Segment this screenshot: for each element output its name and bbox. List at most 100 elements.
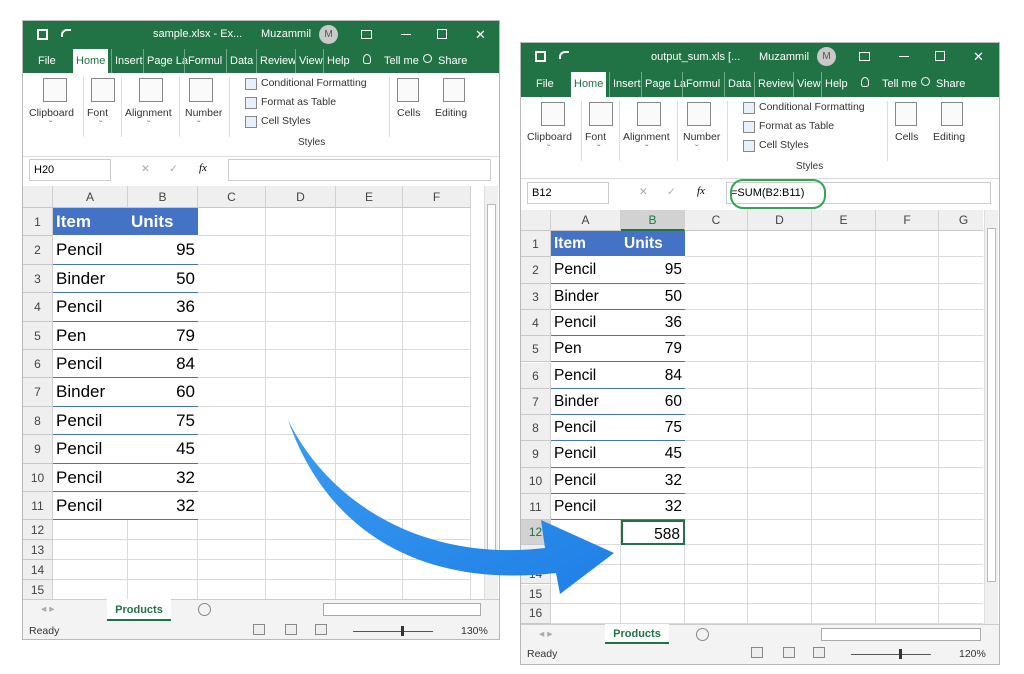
- cell[interactable]: [336, 236, 403, 265]
- cell[interactable]: Pencil: [551, 415, 621, 442]
- column-header[interactable]: A: [53, 186, 128, 208]
- cell[interactable]: [336, 293, 403, 322]
- cell[interactable]: [876, 545, 939, 565]
- ribbon-tab[interactable]: Home: [73, 49, 109, 73]
- cell[interactable]: [876, 564, 939, 585]
- cell[interactable]: [685, 441, 748, 468]
- row-header[interactable]: 10: [23, 463, 53, 492]
- cell[interactable]: [198, 350, 266, 379]
- cell[interactable]: 588: [621, 520, 685, 546]
- cell[interactable]: [876, 441, 939, 468]
- row-header[interactable]: 14: [23, 560, 53, 581]
- cell[interactable]: [876, 257, 939, 284]
- ribbon-tab[interactable]: Review: [256, 49, 299, 73]
- cell[interactable]: [266, 463, 336, 492]
- cell[interactable]: 32: [128, 464, 198, 492]
- ribbon-tab[interactable]: Share: [936, 78, 966, 90]
- ribbon-group-label[interactable]: Clipboard: [29, 107, 74, 119]
- cell[interactable]: 45: [128, 435, 198, 464]
- cell[interactable]: [551, 604, 621, 624]
- cell[interactable]: [685, 494, 748, 521]
- row-header[interactable]: 5: [23, 321, 53, 350]
- cell[interactable]: [198, 378, 266, 407]
- cell[interactable]: [198, 264, 266, 294]
- cell[interactable]: [266, 350, 336, 379]
- cell[interactable]: [336, 435, 403, 464]
- ribbon-tab[interactable]: Page La: [641, 72, 689, 97]
- cell[interactable]: [403, 236, 471, 265]
- cell[interactable]: [685, 362, 748, 389]
- row-header[interactable]: 11: [521, 494, 551, 521]
- column-header[interactable]: F: [403, 186, 471, 208]
- cell[interactable]: [403, 520, 471, 541]
- row-header[interactable]: 3: [23, 264, 53, 294]
- cell[interactable]: [939, 231, 983, 258]
- cell[interactable]: 95: [621, 257, 685, 284]
- ribbon-display-button[interactable]: [361, 30, 372, 39]
- cell[interactable]: [128, 560, 198, 581]
- cell[interactable]: Pencil: [53, 464, 128, 492]
- cell[interactable]: 79: [128, 322, 198, 350]
- row-header[interactable]: 15: [521, 584, 551, 605]
- cell[interactable]: [876, 520, 939, 546]
- row-header[interactable]: 1: [521, 231, 551, 258]
- cell[interactable]: Pen: [551, 336, 621, 363]
- cell[interactable]: [198, 520, 266, 541]
- row-header[interactable]: 8: [23, 406, 53, 436]
- row-header[interactable]: 13: [521, 545, 551, 565]
- cell[interactable]: [876, 362, 939, 389]
- cell[interactable]: [403, 293, 471, 322]
- ribbon-group-label[interactable]: Clipboard: [527, 131, 572, 143]
- cell[interactable]: [748, 604, 812, 624]
- cell[interactable]: 79: [621, 336, 685, 363]
- view-button[interactable]: [751, 647, 763, 658]
- cell[interactable]: Pencil: [551, 441, 621, 468]
- name-box[interactable]: H20: [29, 159, 111, 181]
- cell[interactable]: Pencil: [53, 350, 128, 379]
- formula-input[interactable]: [228, 159, 491, 181]
- cell[interactable]: [336, 520, 403, 541]
- cell[interactable]: [336, 208, 403, 237]
- cell[interactable]: [621, 564, 685, 585]
- view-button[interactable]: [285, 624, 297, 635]
- horizontal-scrollbar[interactable]: [323, 603, 481, 616]
- cell[interactable]: [748, 467, 812, 494]
- ribbon-group-label[interactable]: Font: [585, 131, 607, 143]
- cell[interactable]: [198, 293, 266, 322]
- row-header[interactable]: 4: [23, 293, 53, 322]
- cell[interactable]: [266, 435, 336, 464]
- cell[interactable]: [939, 336, 983, 363]
- row-header[interactable]: 2: [521, 257, 551, 284]
- cell[interactable]: [876, 584, 939, 605]
- cell[interactable]: 50: [128, 265, 198, 294]
- ribbon-tab[interactable]: Help: [323, 49, 353, 73]
- row-header[interactable]: 4: [521, 309, 551, 337]
- cell[interactable]: [748, 520, 812, 546]
- cell[interactable]: 84: [128, 350, 198, 379]
- minimize-button[interactable]: [401, 34, 411, 35]
- cell[interactable]: [939, 494, 983, 521]
- column-header[interactable]: D: [266, 186, 336, 208]
- cell[interactable]: Binder: [53, 378, 128, 407]
- column-header[interactable]: C: [198, 186, 266, 208]
- cell[interactable]: [685, 336, 748, 363]
- cell[interactable]: [403, 540, 471, 561]
- ribbon-tab[interactable]: Formul: [184, 49, 225, 73]
- cell[interactable]: [812, 388, 876, 416]
- scroll-thumb[interactable]: [987, 228, 996, 582]
- cell[interactable]: Pencil: [551, 310, 621, 337]
- column-header[interactable]: B: [128, 186, 198, 208]
- cell[interactable]: [812, 336, 876, 363]
- cell[interactable]: [812, 415, 876, 442]
- style-button[interactable]: Format as Table: [759, 120, 835, 132]
- cell[interactable]: Pencil: [551, 363, 621, 389]
- cell[interactable]: [266, 293, 336, 322]
- cell[interactable]: [939, 545, 983, 565]
- cell[interactable]: [812, 362, 876, 389]
- ribbon-tab[interactable]: Tell me: [384, 55, 419, 67]
- cell[interactable]: [748, 336, 812, 363]
- row-header[interactable]: 11: [23, 492, 53, 521]
- cell[interactable]: [53, 540, 128, 561]
- ribbon-tab[interactable]: Data: [226, 49, 256, 73]
- cell[interactable]: [198, 463, 266, 492]
